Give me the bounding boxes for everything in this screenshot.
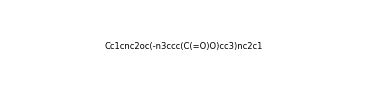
- Text: Cc1cnc2oc(-n3ccc(C(=O)O)cc3)nc2c1: Cc1cnc2oc(-n3ccc(C(=O)O)cc3)nc2c1: [105, 41, 263, 51]
